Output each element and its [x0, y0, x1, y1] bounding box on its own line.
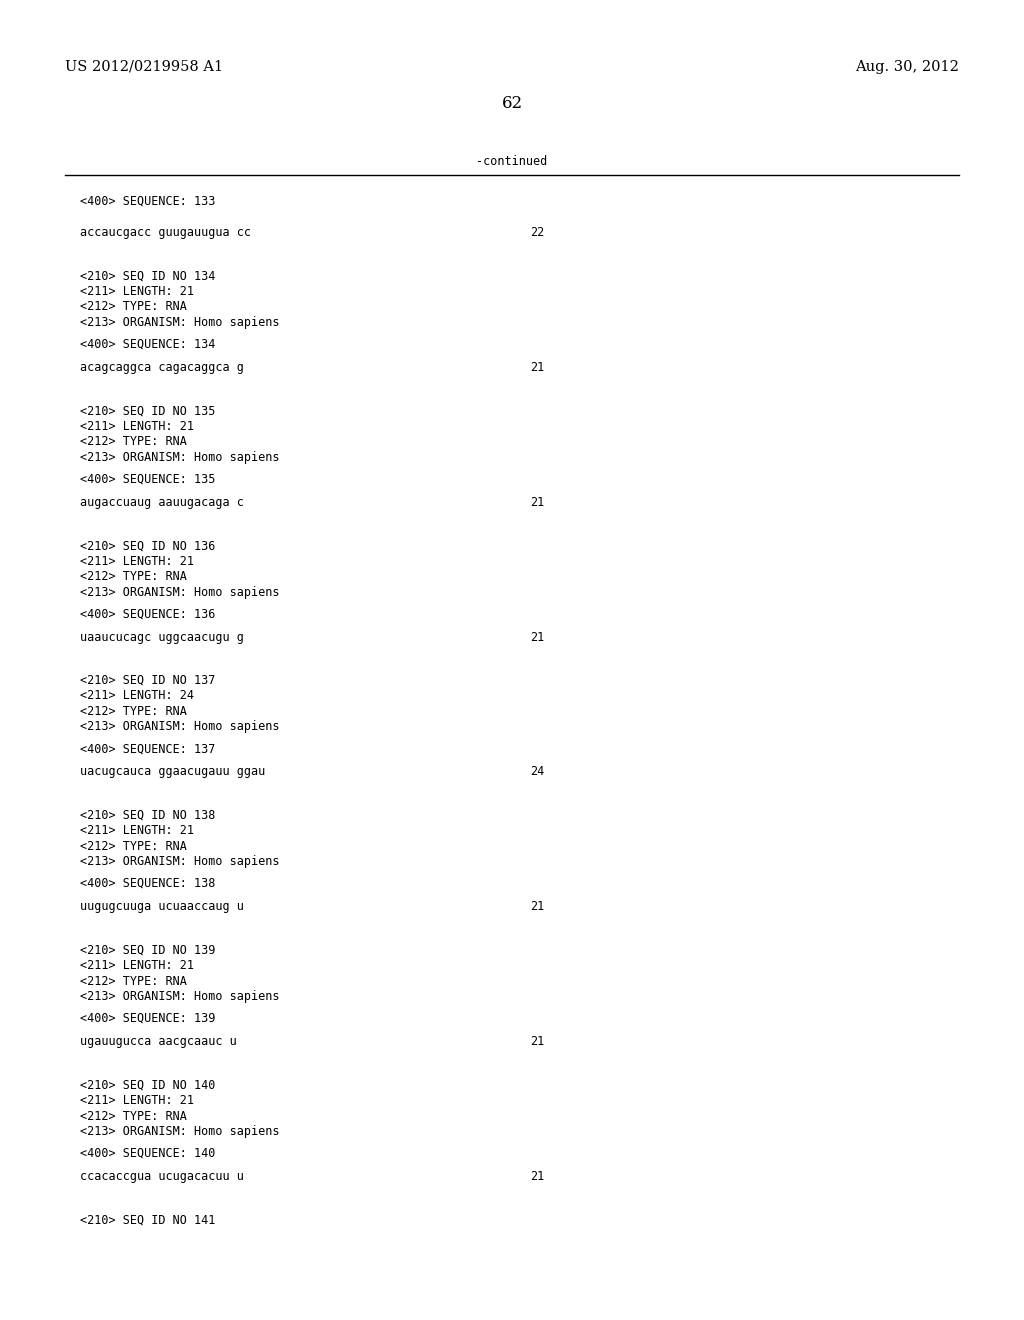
Text: <211> LENGTH: 21: <211> LENGTH: 21 [80, 420, 194, 433]
Text: <400> SEQUENCE: 138: <400> SEQUENCE: 138 [80, 876, 215, 890]
Text: uugugcuuga ucuaaccaug u: uugugcuuga ucuaaccaug u [80, 900, 244, 913]
Text: <211> LENGTH: 21: <211> LENGTH: 21 [80, 285, 194, 298]
Text: 21: 21 [530, 631, 544, 644]
Text: 62: 62 [502, 95, 522, 112]
Text: <212> TYPE: RNA: <212> TYPE: RNA [80, 1110, 186, 1122]
Text: <213> ORGANISM: Homo sapiens: <213> ORGANISM: Homo sapiens [80, 315, 280, 329]
Text: 21: 21 [530, 900, 544, 913]
Text: uacugcauca ggaacugauu ggau: uacugcauca ggaacugauu ggau [80, 766, 265, 779]
Text: ccacaccgua ucugacacuu u: ccacaccgua ucugacacuu u [80, 1170, 244, 1183]
Text: augaccuaug aauugacaga c: augaccuaug aauugacaga c [80, 496, 244, 508]
Text: <212> TYPE: RNA: <212> TYPE: RNA [80, 974, 186, 987]
Text: <210> SEQ ID NO 134: <210> SEQ ID NO 134 [80, 269, 215, 282]
Text: <210> SEQ ID NO 138: <210> SEQ ID NO 138 [80, 809, 215, 822]
Text: 21: 21 [530, 1035, 544, 1048]
Text: ugauugucca aacgcaauc u: ugauugucca aacgcaauc u [80, 1035, 237, 1048]
Text: <210> SEQ ID NO 141: <210> SEQ ID NO 141 [80, 1213, 215, 1226]
Text: <210> SEQ ID NO 137: <210> SEQ ID NO 137 [80, 675, 215, 686]
Text: <213> ORGANISM: Homo sapiens: <213> ORGANISM: Homo sapiens [80, 990, 280, 1003]
Text: <213> ORGANISM: Homo sapiens: <213> ORGANISM: Homo sapiens [80, 586, 280, 598]
Text: <213> ORGANISM: Homo sapiens: <213> ORGANISM: Homo sapiens [80, 721, 280, 734]
Text: US 2012/0219958 A1: US 2012/0219958 A1 [65, 59, 223, 74]
Text: <400> SEQUENCE: 133: <400> SEQUENCE: 133 [80, 195, 215, 209]
Text: <210> SEQ ID NO 136: <210> SEQ ID NO 136 [80, 539, 215, 552]
Text: <400> SEQUENCE: 137: <400> SEQUENCE: 137 [80, 742, 215, 755]
Text: <210> SEQ ID NO 140: <210> SEQ ID NO 140 [80, 1078, 215, 1092]
Text: -continued: -continued [476, 154, 548, 168]
Text: uaaucucagc uggcaacugu g: uaaucucagc uggcaacugu g [80, 631, 244, 644]
Text: <212> TYPE: RNA: <212> TYPE: RNA [80, 840, 186, 853]
Text: accaucgacc guugauugua cc: accaucgacc guugauugua cc [80, 226, 251, 239]
Text: 21: 21 [530, 496, 544, 508]
Text: <211> LENGTH: 21: <211> LENGTH: 21 [80, 554, 194, 568]
Text: <212> TYPE: RNA: <212> TYPE: RNA [80, 301, 186, 313]
Text: <211> LENGTH: 21: <211> LENGTH: 21 [80, 960, 194, 972]
Text: <213> ORGANISM: Homo sapiens: <213> ORGANISM: Homo sapiens [80, 450, 280, 463]
Text: <212> TYPE: RNA: <212> TYPE: RNA [80, 570, 186, 583]
Text: <400> SEQUENCE: 134: <400> SEQUENCE: 134 [80, 338, 215, 351]
Text: 24: 24 [530, 766, 544, 779]
Text: 21: 21 [530, 1170, 544, 1183]
Text: <210> SEQ ID NO 135: <210> SEQ ID NO 135 [80, 404, 215, 417]
Text: <212> TYPE: RNA: <212> TYPE: RNA [80, 436, 186, 449]
Text: <213> ORGANISM: Homo sapiens: <213> ORGANISM: Homo sapiens [80, 855, 280, 869]
Text: <400> SEQUENCE: 140: <400> SEQUENCE: 140 [80, 1147, 215, 1160]
Text: <211> LENGTH: 21: <211> LENGTH: 21 [80, 1094, 194, 1107]
Text: Aug. 30, 2012: Aug. 30, 2012 [855, 59, 959, 74]
Text: <400> SEQUENCE: 135: <400> SEQUENCE: 135 [80, 473, 215, 486]
Text: <211> LENGTH: 21: <211> LENGTH: 21 [80, 824, 194, 837]
Text: acagcaggca cagacaggca g: acagcaggca cagacaggca g [80, 360, 244, 374]
Text: <210> SEQ ID NO 139: <210> SEQ ID NO 139 [80, 944, 215, 957]
Text: <212> TYPE: RNA: <212> TYPE: RNA [80, 705, 186, 718]
Text: <400> SEQUENCE: 139: <400> SEQUENCE: 139 [80, 1012, 215, 1024]
Text: 21: 21 [530, 360, 544, 374]
Text: 22: 22 [530, 226, 544, 239]
Text: <213> ORGANISM: Homo sapiens: <213> ORGANISM: Homo sapiens [80, 1125, 280, 1138]
Text: <400> SEQUENCE: 136: <400> SEQUENCE: 136 [80, 607, 215, 620]
Text: <211> LENGTH: 24: <211> LENGTH: 24 [80, 689, 194, 702]
